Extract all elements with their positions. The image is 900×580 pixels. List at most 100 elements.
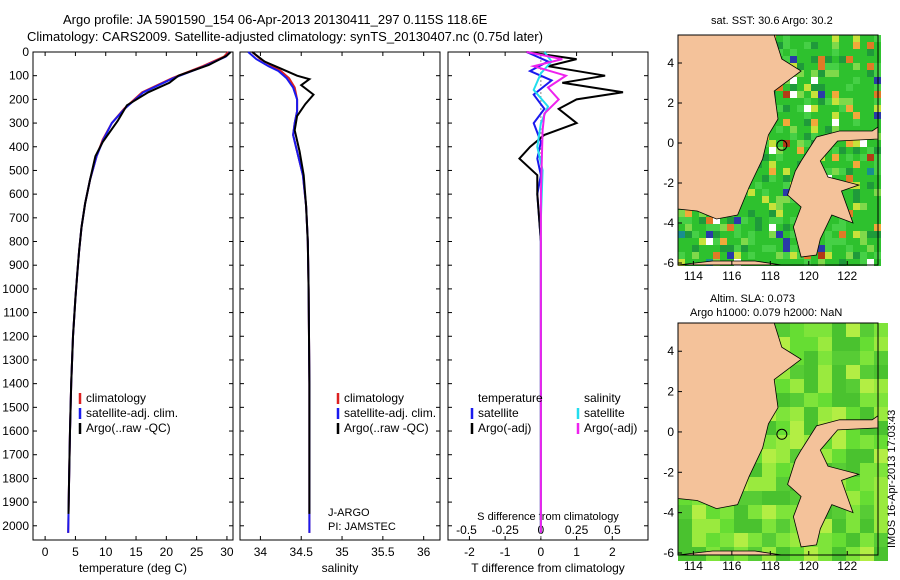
grid-cell — [769, 161, 776, 168]
grid-cell — [846, 477, 860, 491]
grid-cell — [818, 56, 825, 63]
grid-cell — [797, 126, 804, 133]
grid-cell — [839, 154, 846, 161]
grid-cell — [867, 259, 874, 266]
grid-cell — [860, 140, 867, 147]
grid-cell — [706, 519, 720, 533]
grid-cell — [678, 533, 692, 547]
y-tick-label: 400 — [9, 140, 29, 154]
grid-cell — [867, 168, 874, 175]
map-y-tick-label: 2 — [667, 96, 674, 110]
grid-cell — [755, 182, 762, 189]
grid-cell — [790, 154, 797, 161]
grid-cell — [699, 238, 706, 245]
grid-cell — [790, 203, 797, 210]
map-y-tick-label: 4 — [667, 344, 674, 358]
grid-cell — [811, 56, 818, 63]
grid-cell — [839, 189, 846, 196]
grid-cell — [755, 231, 762, 238]
grid-cell — [853, 189, 860, 196]
grid-cell — [846, 161, 853, 168]
y-tick-label: 700 — [9, 211, 29, 225]
grid-cell — [783, 259, 790, 266]
grid-cell — [762, 189, 769, 196]
grid-cell — [762, 147, 769, 154]
grid-cell — [762, 161, 769, 168]
grid-cell — [748, 196, 755, 203]
grid-cell — [790, 168, 797, 175]
legend-entry: salinity — [584, 391, 621, 405]
grid-cell — [776, 112, 783, 119]
grid-cell — [797, 105, 804, 112]
grid-cell — [783, 105, 790, 112]
grid-cell — [755, 217, 762, 224]
grid-cell — [783, 42, 790, 49]
grid-cell — [853, 245, 860, 252]
grid-cell — [804, 84, 811, 91]
grid-cell — [860, 491, 874, 505]
land-mass — [677, 322, 802, 510]
grid-cell — [846, 365, 860, 379]
grid-cell — [832, 435, 846, 449]
grid-cell — [762, 231, 769, 238]
argo-location-marker — [776, 139, 788, 151]
grid-cell — [797, 35, 804, 42]
grid-cell — [860, 547, 874, 561]
grid-cell — [783, 210, 790, 217]
grid-cell — [860, 337, 874, 351]
grid-cell — [762, 519, 776, 533]
grid-cell — [853, 161, 860, 168]
grid-cell — [776, 519, 790, 533]
grid-cell — [846, 147, 853, 154]
grid-cell — [825, 63, 832, 70]
grid-cell — [839, 70, 846, 77]
map-y-tick-label: 0 — [667, 425, 674, 439]
grid-cell — [762, 182, 769, 189]
grid-cell — [846, 42, 853, 49]
grid-cell — [867, 175, 874, 182]
x-tick-label: 15 — [129, 545, 143, 559]
grid-cell — [797, 140, 804, 147]
grid-cell — [797, 119, 804, 126]
grid-cell — [846, 105, 853, 112]
grid-cell — [804, 547, 818, 561]
grid-cell — [797, 112, 804, 119]
grid-cell — [818, 119, 825, 126]
grid-cell — [790, 337, 804, 351]
grid-cell — [776, 252, 783, 259]
grid-cell — [748, 519, 762, 533]
grid-cell — [853, 203, 860, 210]
grid-cell — [804, 337, 818, 351]
grid-cell — [825, 245, 832, 252]
grid-cell — [839, 119, 846, 126]
grid-cell — [818, 77, 825, 84]
grid-cell — [860, 365, 874, 379]
grid-cell — [748, 231, 755, 238]
grid-cell — [832, 147, 839, 154]
grid-cell — [790, 435, 804, 449]
grid-cell — [776, 175, 783, 182]
grid-cell — [832, 175, 839, 182]
grid-cell — [734, 231, 741, 238]
grid-cell — [713, 238, 720, 245]
y-tick-label: 1500 — [2, 400, 29, 414]
map-x-tick-label: 114 — [684, 269, 703, 283]
grid-cell — [678, 519, 692, 533]
grid-cell — [720, 245, 727, 252]
legend-entry: satellite-adj. clim. — [344, 406, 436, 420]
map-y-tick-label: -6 — [663, 546, 674, 560]
grid-cell — [839, 175, 846, 182]
grid-cell — [832, 98, 839, 105]
grid-cell — [741, 245, 748, 252]
grid-cell — [867, 224, 874, 231]
grid-cell — [825, 49, 832, 56]
grid-cell — [776, 217, 783, 224]
grid-cell — [720, 231, 727, 238]
grid-cell — [748, 477, 762, 491]
grid-cell — [874, 393, 888, 407]
grid-cell — [790, 245, 797, 252]
map-y-tick-label: 0 — [667, 136, 674, 150]
grid-cell — [839, 217, 846, 224]
grid-cell — [685, 252, 692, 259]
grid-cell — [804, 91, 811, 98]
